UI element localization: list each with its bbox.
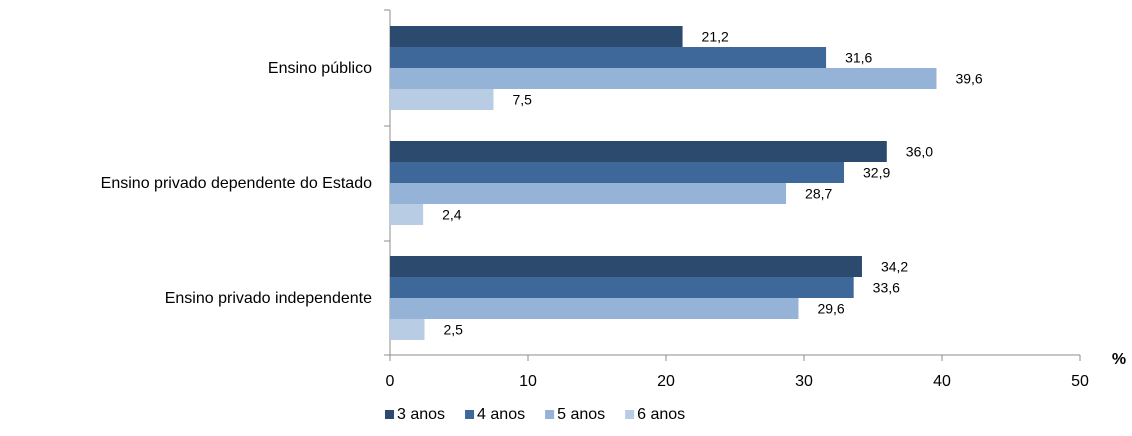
data-label: 36,0 bbox=[906, 144, 933, 160]
bar bbox=[390, 141, 887, 162]
x-tick-label: 40 bbox=[933, 373, 951, 390]
bar bbox=[390, 319, 425, 340]
bar bbox=[390, 256, 862, 277]
data-label: 2,5 bbox=[444, 322, 464, 338]
x-tick-label: 30 bbox=[795, 373, 813, 390]
legend-item: 6 anos bbox=[625, 406, 685, 423]
data-label: 39,6 bbox=[955, 71, 982, 87]
data-label: 29,6 bbox=[817, 301, 844, 317]
category-label: Ensino privado independente bbox=[165, 290, 372, 307]
x-tick-label: 10 bbox=[519, 373, 537, 390]
bar bbox=[390, 162, 845, 183]
data-label: 31,6 bbox=[845, 50, 872, 66]
x-tick-label: 0 bbox=[386, 373, 395, 390]
bar bbox=[390, 183, 787, 204]
legend-item: 5 anos bbox=[545, 406, 605, 423]
legend-item: 3 anos bbox=[385, 406, 445, 423]
legend-swatch bbox=[385, 410, 394, 419]
x-tick-label: 50 bbox=[1071, 373, 1089, 390]
bar bbox=[390, 47, 827, 68]
bars-group bbox=[390, 26, 937, 340]
data-label: 34,2 bbox=[881, 259, 908, 275]
legend-label: 6 anos bbox=[637, 406, 685, 423]
data-label: 7,5 bbox=[513, 92, 533, 108]
labels-group: Ensino público Ensino privado dependente … bbox=[101, 29, 983, 338]
bar bbox=[390, 68, 937, 89]
legend-label: 5 anos bbox=[557, 406, 605, 423]
bar bbox=[390, 277, 854, 298]
bar bbox=[390, 26, 683, 47]
bar bbox=[390, 89, 494, 110]
legend-item: 4 anos bbox=[465, 406, 525, 423]
data-label: 33,6 bbox=[873, 280, 900, 296]
bar bbox=[390, 204, 424, 225]
data-label: 21,2 bbox=[702, 29, 729, 45]
x-tick-label: 20 bbox=[657, 373, 675, 390]
legend-swatch bbox=[545, 410, 555, 419]
legend-label: 3 anos bbox=[397, 406, 445, 423]
x-axis-unit-label: % bbox=[1112, 351, 1126, 368]
axes-group: 0 10 20 30 40 50 bbox=[384, 9, 1089, 390]
category-label: Ensino privado dependente do Estado bbox=[101, 175, 372, 192]
data-label: 28,7 bbox=[805, 186, 832, 202]
legend-swatch bbox=[625, 410, 635, 419]
bar bbox=[390, 298, 799, 319]
data-label: 32,9 bbox=[863, 165, 890, 181]
legend-label: 4 anos bbox=[477, 406, 525, 423]
category-label: Ensino público bbox=[268, 60, 372, 77]
data-label: 2,4 bbox=[442, 207, 462, 223]
legend: 3 anos 4 anos 5 anos 6 anos bbox=[385, 406, 685, 423]
legend-swatch bbox=[465, 410, 475, 419]
